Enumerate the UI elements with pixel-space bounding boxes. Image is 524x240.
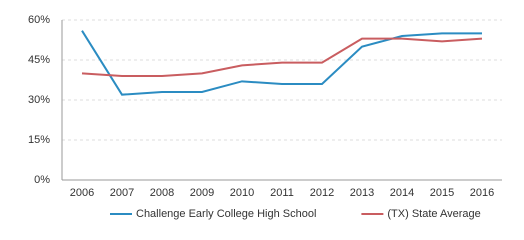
series-line [81,30,482,96]
x-tick-label: 2009 [190,187,214,199]
chart: 0% 15% 30% 45% 60% 2006 2007 2008 2009 2010 2011 20… [28,14,502,220]
x-tick-label: 2012 [310,187,334,199]
y-tick-label: 30% [28,94,50,106]
legend-label: (TX) State Average [387,208,480,220]
x-tick-label: 2014 [390,187,414,199]
series-line [81,37,483,77]
page: 0% 15% 30% 45% 60% 2006 2007 2008 2009 2010 2011 20… [27,13,502,220]
legend-label: Challenge Early College High School [136,208,316,220]
y-tick-label: 15% [28,134,50,146]
x-tick-label: 2013 [350,187,374,199]
y-tick-label: 0% [34,174,50,186]
x-tick-label: 2007 [110,187,134,199]
x-tick-label: 2011 [270,187,294,199]
y-tick-label: 60% [28,14,50,26]
x-tick-label: 2015 [430,187,454,199]
x-tick-label: 2016 [470,187,494,199]
x-tick-label: 2006 [70,187,94,199]
x-tick-label: 2010 [230,187,254,199]
y-tick-label: 45% [28,54,50,66]
x-tick-label: 2008 [150,187,174,199]
